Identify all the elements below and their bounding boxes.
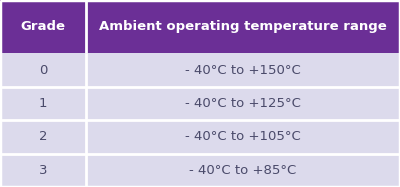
Text: Grade: Grade <box>20 20 66 33</box>
Bar <box>86 0 400 53</box>
Text: 2: 2 <box>39 130 47 143</box>
Text: - 40°C to +125°C: - 40°C to +125°C <box>185 97 301 110</box>
Text: 1: 1 <box>39 97 47 110</box>
Bar <box>0 53 400 87</box>
Text: 0: 0 <box>39 64 47 76</box>
Text: 3: 3 <box>39 164 47 177</box>
Text: - 40°C to +150°C: - 40°C to +150°C <box>185 64 301 76</box>
Bar <box>0 0 86 53</box>
Bar <box>0 120 400 154</box>
Bar <box>0 87 400 120</box>
Text: - 40°C to +85°C: - 40°C to +85°C <box>189 164 297 177</box>
Text: - 40°C to +105°C: - 40°C to +105°C <box>185 130 301 143</box>
Text: Ambient operating temperature range: Ambient operating temperature range <box>99 20 387 33</box>
Bar <box>0 154 400 187</box>
